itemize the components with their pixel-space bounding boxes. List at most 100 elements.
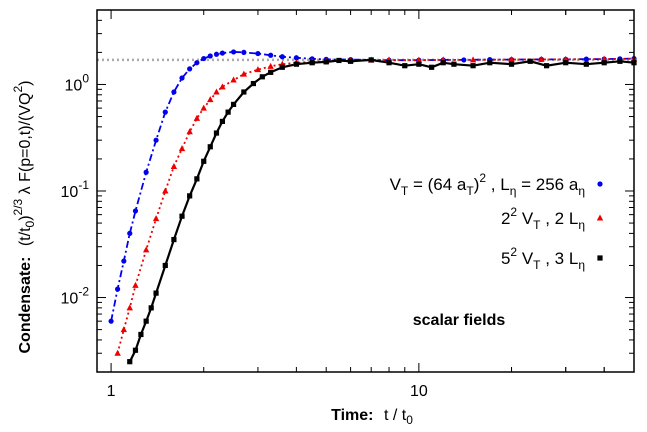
data-point-series-3 — [583, 61, 589, 67]
data-point-series-1 — [219, 50, 226, 56]
data-point-series-2 — [508, 56, 515, 63]
data-point-series-2 — [219, 83, 226, 90]
data-point-series-3 — [171, 236, 177, 243]
data-point-series-1 — [255, 50, 261, 57]
data-point-series-3 — [402, 63, 408, 69]
legend-label-2: 22 VT , 2 Lη — [501, 205, 585, 232]
data-point-series-3 — [148, 305, 154, 311]
data-point-series-1 — [201, 55, 207, 62]
scalar-fields-annotation: scalar fields — [413, 312, 506, 329]
series-lines-layer — [110, 50, 635, 363]
data-point-series-1 — [162, 109, 168, 115]
data-point-series-1 — [279, 54, 285, 60]
data-point-series-2 — [178, 145, 186, 152]
data-point-series-1 — [207, 53, 213, 59]
data-point-series-3 — [162, 262, 168, 269]
data-point-series-2 — [200, 104, 207, 111]
data-point-series-3 — [213, 130, 220, 136]
data-point-series-3 — [309, 60, 315, 66]
series-line-3 — [128, 58, 635, 363]
data-point-series-1 — [293, 55, 299, 61]
data-point-series-1 — [153, 137, 159, 143]
data-point-series-2 — [186, 128, 193, 135]
data-point-series-3 — [279, 64, 285, 70]
data-point-series-3 — [336, 57, 342, 64]
legend: VT = (64 aT)2 , Lη = 256 aη 22 VT , 2 Lη 5… — [390, 171, 604, 272]
data-point-series-1 — [143, 169, 149, 175]
data-point-series-3 — [527, 58, 533, 64]
data-point-series-2 — [120, 326, 128, 333]
data-point-series-3 — [368, 57, 374, 63]
data-point-series-1 — [121, 258, 127, 264]
data-point-series-3 — [563, 60, 569, 66]
series-line-2 — [116, 57, 635, 354]
data-point-series-3 — [225, 109, 231, 115]
x-tick-label: 1 — [107, 383, 116, 400]
data-point-series-2 — [142, 246, 150, 253]
data-point-series-1 — [583, 56, 589, 62]
y-axis-title: Condensate: (t/t0)2/3 λ F(p=0,t)/(VQ2) — [11, 81, 37, 354]
data-point-series-3 — [153, 290, 159, 296]
data-point-series-3 — [194, 176, 200, 182]
data-point-series-1 — [230, 49, 237, 55]
data-point-series-3 — [138, 331, 144, 338]
data-point-series-3 — [187, 193, 193, 199]
data-point-series-3 — [132, 347, 139, 353]
data-point-series-3 — [241, 89, 247, 95]
data-point-series-1 — [132, 208, 139, 214]
data-point-series-2 — [207, 96, 214, 103]
x-tick-label: 10 — [410, 383, 428, 400]
axis-ticks-layer: 1 10 10-2 10-1 100 — [61, 9, 635, 400]
data-point-series-3 — [201, 158, 207, 164]
data-point-series-3 — [268, 69, 274, 75]
data-point-series-3 — [347, 58, 354, 64]
data-point-series-3 — [127, 359, 133, 365]
data-point-series-3 — [451, 61, 457, 67]
data-point-series-1 — [268, 52, 274, 58]
data-point-series-3 — [293, 61, 299, 67]
series-line-1 — [110, 50, 635, 322]
data-point-series-2 — [132, 281, 139, 288]
data-point-series-3 — [487, 60, 493, 66]
data-point-series-2 — [254, 66, 262, 73]
series-markers-layer — [108, 49, 638, 365]
data-point-series-2 — [114, 349, 121, 356]
data-point-series-2 — [213, 88, 220, 95]
data-point-series-3 — [601, 60, 607, 66]
data-point-series-2 — [538, 55, 545, 62]
data-point-series-1 — [213, 51, 220, 57]
data-point-series-1 — [241, 49, 247, 55]
data-point-series-1 — [127, 230, 133, 236]
legend-label-1: VT = (64 aT)2 , Lη = 256 aη — [390, 171, 585, 198]
data-point-series-3 — [323, 59, 329, 65]
y-tick-label: 100 — [65, 71, 90, 94]
data-point-series-2 — [600, 55, 608, 62]
legend-marker-3 — [597, 255, 603, 261]
data-point-series-2 — [152, 215, 160, 222]
data-point-series-3 — [250, 80, 257, 87]
data-point-series-1 — [187, 66, 193, 72]
data-point-series-3 — [143, 318, 149, 324]
data-point-series-2 — [469, 56, 477, 63]
x-axis-formula: t / t — [384, 407, 407, 424]
data-point-series-1 — [171, 89, 177, 95]
data-point-series-3 — [508, 61, 515, 67]
legend-marker-1 — [597, 181, 603, 187]
data-point-series-1 — [108, 318, 114, 324]
data-point-series-3 — [219, 118, 226, 125]
data-point-series-2 — [162, 187, 169, 194]
data-point-series-3 — [259, 74, 265, 80]
data-point-series-2 — [267, 62, 274, 69]
data-point-series-3 — [416, 61, 422, 67]
data-point-series-2 — [415, 56, 423, 63]
data-point-series-3 — [179, 213, 185, 219]
data-point-series-3 — [207, 144, 213, 150]
data-point-series-2 — [170, 162, 178, 169]
data-point-series-3 — [429, 64, 435, 70]
data-point-series-3 — [386, 60, 392, 66]
data-point-series-2 — [230, 76, 237, 83]
y-tick-label: 10-2 — [61, 285, 90, 308]
x-axis-title: Time: t / t0 — [331, 407, 413, 427]
y-axis-formula: (t/t — [17, 227, 34, 246]
